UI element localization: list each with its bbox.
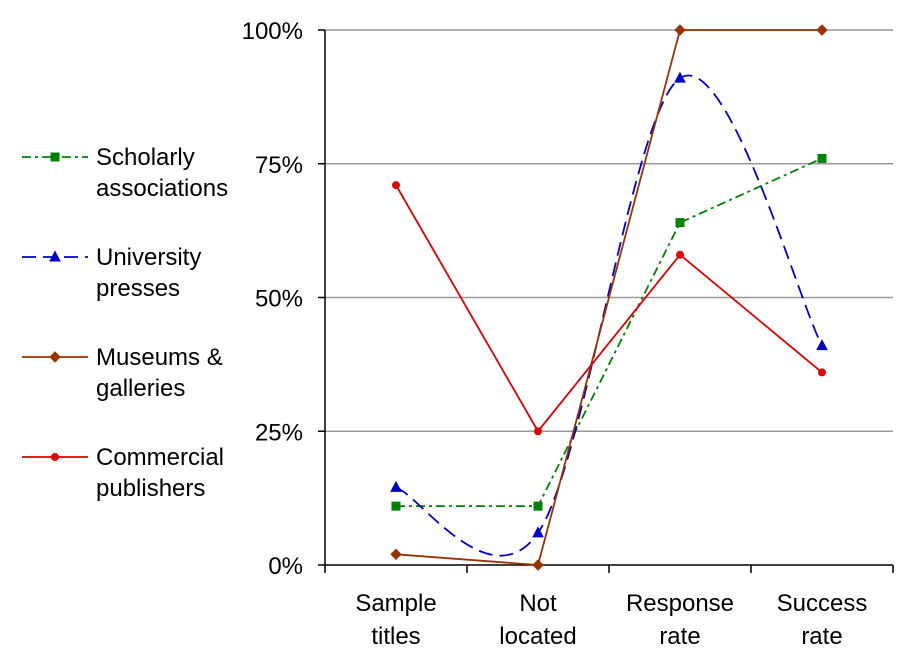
x-tick-label: Not [519,590,557,617]
legend-label: Scholarly [96,144,195,171]
data-point [532,559,544,571]
data-point [674,71,686,83]
x-tick-label: Success [777,590,868,617]
series-line [395,29,822,566]
axes: 0% 25% 50% 75% 100% Sample titles Not located Res… [242,18,894,650]
gridlines [325,29,893,432]
legend-marker [51,453,59,461]
legend-label: Commercial [96,444,224,471]
y-tick-label: 75% [255,152,303,179]
legend-item: Scholarly associations [22,144,228,202]
series-2 [390,24,828,571]
data-point [816,339,828,351]
legend-marker [49,351,61,363]
legend-item: Museums & galleries [22,344,223,402]
legend-label: Museums & [96,344,223,371]
x-tick-label: located [499,623,576,650]
series-line [396,157,823,508]
series-line [395,184,823,433]
series-lines [390,24,828,571]
legend-item: University presses [22,244,201,302]
legend-item: Commercial publishers [22,444,224,502]
series-3 [392,181,826,436]
series-1 [390,71,828,557]
y-tick-label: 25% [255,419,303,446]
x-tick-label: Sample [355,590,436,617]
x-tick-label: Response [626,590,734,617]
data-point [533,501,543,511]
legend-marker [50,152,60,162]
data-point [816,24,828,36]
legend-label: publishers [96,475,205,502]
x-tick-label: titles [371,623,420,650]
data-point [534,427,542,436]
y-tick-label: 0% [268,553,303,580]
data-point [674,24,686,36]
series-0 [391,153,827,511]
data-point [818,368,826,377]
legend-marker [49,250,61,262]
data-point [390,480,402,492]
data-point [392,181,400,190]
data-point [676,250,684,259]
data-point [391,501,401,511]
legend-label: University [96,244,201,271]
data-point [532,526,544,538]
data-point [817,153,827,163]
y-tick-label: 100% [242,18,303,45]
legend-label: associations [96,175,228,202]
x-tick-label: rate [801,623,842,650]
legend-label: galleries [96,375,185,402]
series-line [395,74,823,557]
data-point [390,548,402,561]
y-tick-label: 50% [255,286,303,313]
legend-label: presses [96,275,180,302]
legend: Scholarly associations University presses Mu… [22,144,228,502]
data-point [675,218,685,228]
x-tick-label: rate [659,623,700,650]
